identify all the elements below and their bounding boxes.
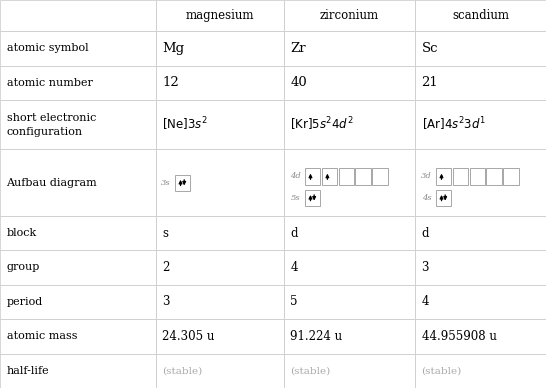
Bar (0, 0, 156, 31)
Bar (305, 190, 320, 206)
Bar (156, 100, 284, 149)
Text: 4s: 4s (422, 194, 431, 202)
Text: 4: 4 (422, 295, 429, 308)
Bar (156, 319, 284, 353)
Text: 3s: 3s (161, 178, 170, 187)
Bar (503, 168, 519, 185)
Text: 12: 12 (162, 76, 179, 89)
Text: (stable): (stable) (290, 366, 331, 375)
Bar (284, 319, 415, 353)
Bar (415, 319, 546, 353)
Bar (415, 0, 546, 31)
Text: 5s: 5s (290, 194, 300, 202)
Text: Zr: Zr (290, 42, 306, 55)
Bar (284, 216, 415, 250)
Text: block: block (7, 228, 37, 238)
Text: atomic mass: atomic mass (7, 331, 77, 341)
Bar (339, 168, 354, 185)
Text: d: d (422, 227, 429, 239)
Bar (156, 0, 284, 31)
Bar (322, 168, 337, 185)
Text: 3d: 3d (420, 172, 431, 180)
Text: 5: 5 (290, 295, 298, 308)
Bar (415, 216, 546, 250)
Bar (415, 353, 546, 388)
Text: atomic symbol: atomic symbol (7, 43, 88, 53)
Bar (486, 168, 502, 185)
Bar (415, 31, 546, 66)
Text: scandium: scandium (452, 9, 509, 22)
Bar (156, 149, 284, 216)
Text: d: d (290, 227, 298, 239)
Bar (0, 66, 156, 100)
Bar (470, 168, 485, 185)
Bar (175, 175, 190, 191)
Text: Mg: Mg (162, 42, 185, 55)
Bar (453, 168, 468, 185)
Text: Sc: Sc (422, 42, 438, 55)
Bar (284, 31, 415, 66)
Bar (156, 250, 284, 285)
Text: 44.955908 u: 44.955908 u (422, 330, 496, 343)
Text: s: s (162, 227, 168, 239)
Bar (0, 250, 156, 285)
Bar (415, 250, 546, 285)
Bar (0, 285, 156, 319)
Text: 21: 21 (422, 76, 438, 89)
Bar (284, 0, 415, 31)
Bar (0, 353, 156, 388)
Bar (156, 216, 284, 250)
Text: $\mathrm{[Ne]3}s^{\mathrm{2}}$: $\mathrm{[Ne]3}s^{\mathrm{2}}$ (162, 116, 208, 133)
Bar (284, 353, 415, 388)
Text: short electronic: short electronic (7, 113, 96, 123)
Text: (stable): (stable) (162, 366, 203, 375)
Bar (156, 31, 284, 66)
Text: 91.224 u: 91.224 u (290, 330, 342, 343)
Text: zirconium: zirconium (320, 9, 379, 22)
Bar (0, 319, 156, 353)
Bar (355, 168, 371, 185)
Bar (0, 216, 156, 250)
Text: Aufbau diagram: Aufbau diagram (7, 178, 97, 188)
Bar (156, 66, 284, 100)
Text: 40: 40 (290, 76, 307, 89)
Bar (284, 66, 415, 100)
Bar (156, 285, 284, 319)
Text: $\mathrm{[Kr]5}s^{\mathrm{2}}\mathrm{4}d^{\mathrm{2}}$: $\mathrm{[Kr]5}s^{\mathrm{2}}\mathrm{4}d… (290, 116, 354, 133)
Bar (436, 190, 451, 206)
Bar (415, 149, 546, 216)
Text: 24.305 u: 24.305 u (162, 330, 215, 343)
Bar (0, 31, 156, 66)
Text: half-life: half-life (7, 366, 49, 376)
Bar (284, 285, 415, 319)
Bar (415, 66, 546, 100)
Bar (284, 250, 415, 285)
Text: group: group (7, 263, 40, 272)
Bar (284, 100, 415, 149)
Bar (415, 285, 546, 319)
Bar (284, 149, 415, 216)
Text: $\mathrm{[Ar]4}s^{\mathrm{2}}\mathrm{3}d^{\mathrm{1}}$: $\mathrm{[Ar]4}s^{\mathrm{2}}\mathrm{3}d… (422, 116, 486, 133)
Text: magnesium: magnesium (186, 9, 254, 22)
Text: 3: 3 (422, 261, 429, 274)
Bar (156, 353, 284, 388)
Text: (stable): (stable) (422, 366, 462, 375)
Text: period: period (7, 297, 43, 307)
Bar (415, 100, 546, 149)
Bar (305, 168, 320, 185)
Text: 3: 3 (162, 295, 170, 308)
Bar (372, 168, 388, 185)
Text: configuration: configuration (7, 126, 82, 137)
Bar (0, 149, 156, 216)
Text: 4d: 4d (289, 172, 300, 180)
Bar (0, 100, 156, 149)
Text: atomic number: atomic number (7, 78, 92, 88)
Text: 2: 2 (162, 261, 170, 274)
Bar (436, 168, 451, 185)
Text: 4: 4 (290, 261, 298, 274)
